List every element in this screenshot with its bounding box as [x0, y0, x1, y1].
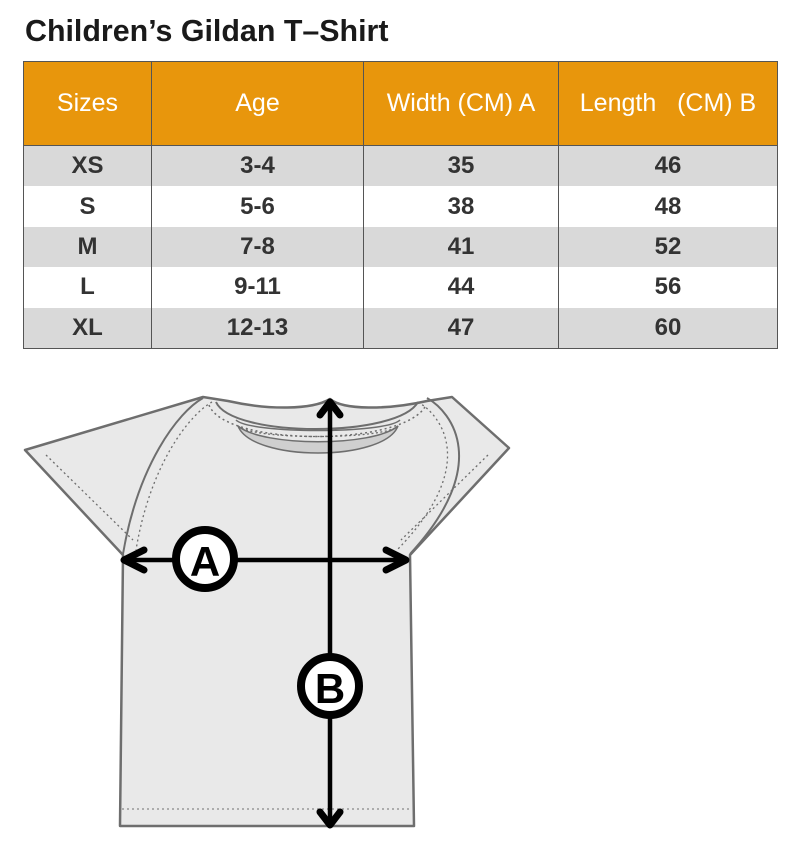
svg-text:B: B — [315, 665, 345, 712]
svg-text:A: A — [190, 538, 220, 585]
